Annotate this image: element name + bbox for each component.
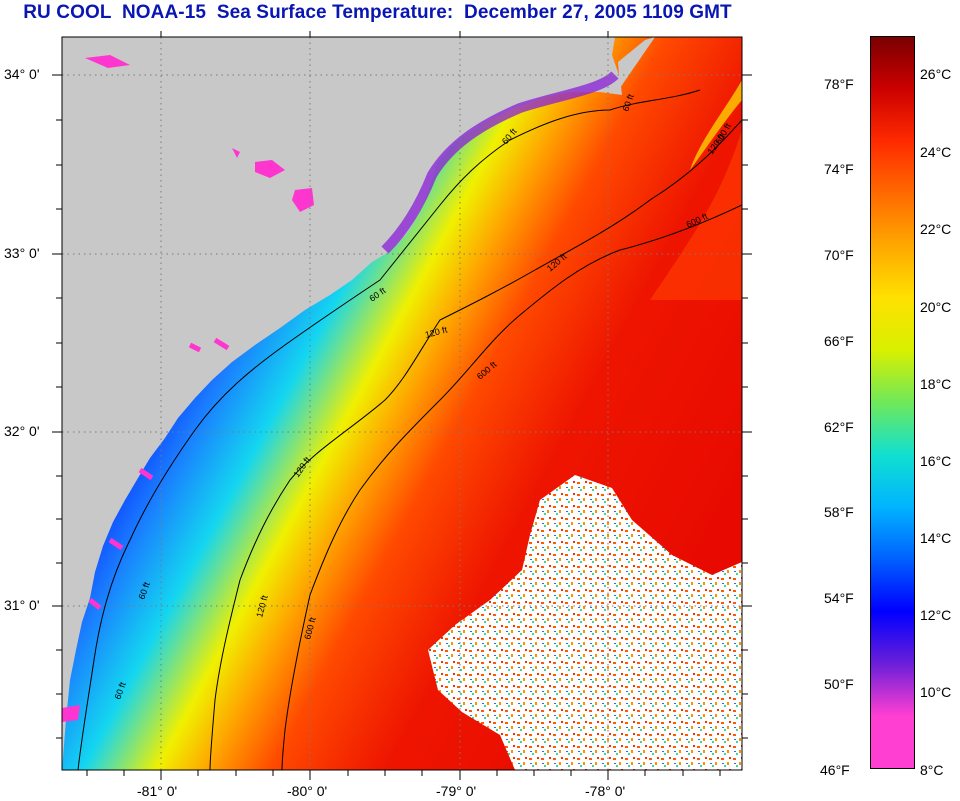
temperature-colorbar	[870, 36, 915, 769]
lat-label-33: 33° 0'	[4, 245, 40, 261]
lon-label-78: -78° 0'	[585, 783, 626, 799]
map-title: RU COOL NOAA-15 Sea Surface Temperature:…	[23, 2, 732, 23]
colorbar-f-74: 74°F	[824, 161, 854, 177]
axis-ticks	[52, 31, 752, 780]
colorbar-c-20: 20°C	[920, 299, 952, 315]
colorbar-c-24: 24°C	[920, 144, 952, 160]
colorbar-f-46: 46°F	[820, 762, 850, 778]
lat-label-34: 34° 0'	[4, 66, 40, 82]
lat-label-32: 32° 0'	[4, 423, 40, 439]
colorbar-f-54: 54°F	[824, 590, 854, 606]
colorbar-c-12: 12°C	[920, 607, 952, 623]
inland-lakes	[62, 55, 314, 722]
lon-label-81: -81° 0'	[137, 783, 178, 799]
colorbar-c-26: 26°C	[920, 66, 952, 82]
colorbar-c-8: 8°C	[920, 762, 944, 778]
colorbar-c-10: 10°C	[920, 684, 952, 700]
lat-label-31: 31° 0'	[4, 597, 40, 613]
colorbar-c-22: 22°C	[920, 221, 952, 237]
contour-60ft	[77, 89, 701, 770]
lon-label-79: -79° 0'	[436, 783, 477, 799]
colorbar-f-58: 58°F	[824, 504, 854, 520]
colorbar-f-50: 50°F	[824, 676, 854, 692]
colorbar-f-62: 62°F	[824, 419, 854, 435]
land-mass	[62, 37, 622, 770]
lon-label-80: -80° 0'	[287, 783, 328, 799]
depth-contours	[77, 89, 742, 770]
map-frame	[61, 36, 743, 771]
colorbar-f-66: 66°F	[824, 333, 854, 349]
colorbar-c-14: 14°C	[920, 530, 952, 546]
contour-600ft	[281, 204, 742, 770]
colorbar-c-18: 18°C	[920, 376, 952, 392]
colorbar-c-16: 16°C	[920, 453, 952, 469]
grid-lines	[62, 37, 742, 770]
cloud-cover	[428, 475, 742, 770]
contour-120ft	[209, 119, 742, 770]
colorbar-f-78: 78°F	[824, 76, 854, 92]
colorbar-f-70: 70°F	[824, 247, 854, 263]
